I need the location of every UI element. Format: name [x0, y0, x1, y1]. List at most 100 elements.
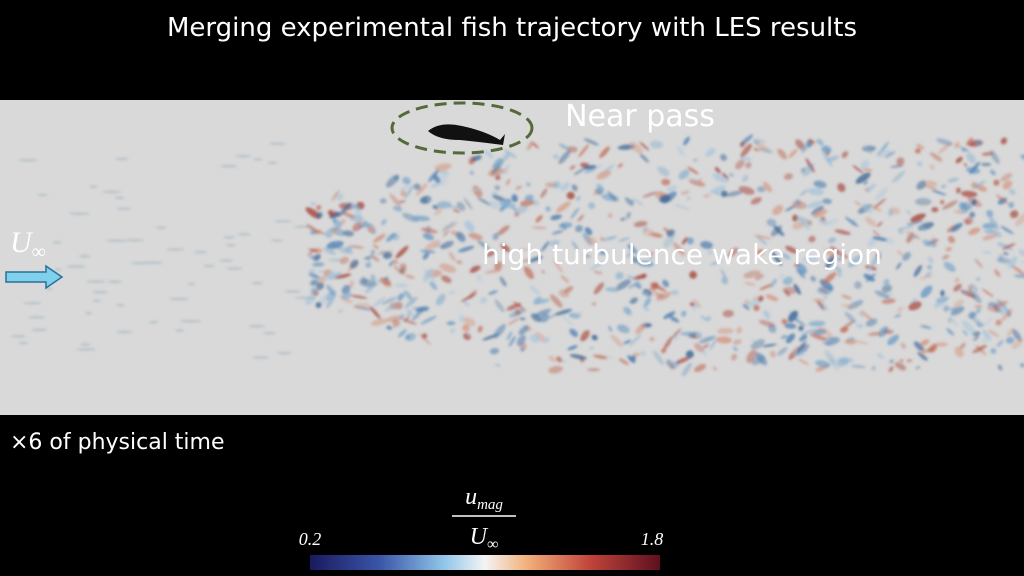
wake-streak	[996, 339, 1004, 347]
wake-streak	[610, 334, 624, 348]
colorbar	[310, 555, 660, 570]
wake-streak	[617, 324, 630, 334]
wake-streak	[884, 151, 896, 158]
wake-streak	[852, 165, 864, 174]
wake-streak	[936, 138, 953, 146]
wake-streak	[423, 268, 434, 283]
wake-streak	[982, 233, 997, 241]
wake-streak	[661, 178, 671, 186]
wake-streak	[915, 148, 921, 154]
freestream-streak	[11, 335, 26, 338]
wake-streak	[550, 214, 562, 221]
freestream-streak	[114, 196, 125, 199]
wake-streak	[740, 141, 745, 148]
wake-streak	[450, 328, 456, 334]
wake-streak	[666, 360, 676, 370]
wake-streak	[659, 194, 671, 203]
wake-field	[11, 134, 1024, 377]
wake-streak	[744, 299, 750, 305]
wake-streak	[975, 139, 983, 146]
freestream-streak	[68, 212, 90, 215]
wake-streak	[922, 184, 938, 190]
wake-streak	[950, 222, 963, 232]
wake-streak	[583, 138, 599, 146]
wake-streak	[935, 296, 949, 303]
wake-streak	[477, 240, 490, 250]
wake-streak	[327, 210, 335, 217]
freestream-streak	[37, 193, 48, 196]
wake-streak	[461, 293, 477, 303]
wake-streak	[844, 216, 859, 227]
wake-streak	[681, 362, 692, 377]
wake-streak	[990, 169, 996, 176]
wake-streak	[915, 365, 921, 370]
wake-streak	[520, 347, 525, 352]
wake-streak	[968, 311, 977, 319]
wake-streak	[989, 216, 999, 230]
wake-streak	[463, 301, 470, 307]
wake-streak	[341, 284, 351, 295]
wake-streak	[587, 368, 601, 372]
wake-streak	[394, 301, 403, 310]
wake-streak	[972, 344, 987, 354]
wake-streak	[887, 334, 900, 346]
wake-streak	[608, 325, 613, 332]
wake-streak	[455, 231, 466, 243]
wake-streak	[681, 237, 688, 245]
wake-streak	[920, 325, 932, 329]
wake-streak	[968, 227, 981, 235]
wake-streak	[1002, 243, 1016, 250]
wake-streak	[777, 347, 788, 356]
wake-streak	[367, 226, 375, 233]
wake-streak	[709, 336, 719, 351]
wake-streak	[795, 268, 806, 279]
wake-streak	[593, 354, 608, 360]
wake-streak	[750, 197, 762, 205]
wake-streak	[1000, 225, 1014, 235]
wake-streak	[899, 359, 904, 363]
wake-streak	[566, 191, 575, 200]
wake-streak	[874, 290, 890, 299]
wake-streak	[326, 240, 344, 249]
wake-streak	[630, 355, 636, 362]
wake-streak	[505, 178, 511, 186]
wake-streak	[753, 304, 760, 311]
wake-streak	[432, 205, 439, 210]
wake-streak	[973, 335, 980, 341]
wake-streak	[641, 350, 646, 357]
wake-streak	[954, 277, 960, 283]
wake-streak	[785, 333, 796, 344]
wake-streak	[882, 278, 889, 283]
wake-streak	[531, 141, 539, 149]
wake-streak	[917, 225, 927, 231]
wake-streak	[809, 333, 827, 341]
wake-streak	[497, 164, 511, 176]
wake-streak	[507, 317, 520, 326]
wake-streak	[1014, 274, 1024, 279]
wake-streak	[960, 202, 972, 211]
wake-streak	[834, 250, 849, 259]
wake-streak	[918, 274, 933, 280]
wake-streak	[412, 215, 431, 222]
freestream-streak	[92, 299, 102, 302]
wake-streak	[501, 170, 509, 175]
wake-streak	[811, 205, 824, 216]
wake-streak	[508, 309, 525, 318]
wake-streak	[345, 246, 353, 253]
wake-streak	[755, 249, 764, 256]
wake-streak	[1011, 265, 1024, 275]
wake-streak	[980, 162, 992, 167]
wake-streak	[973, 180, 986, 189]
wake-streak	[953, 283, 962, 292]
wake-streak	[1003, 251, 1009, 256]
wake-streak	[790, 316, 806, 327]
wake-streak	[727, 247, 739, 258]
wake-streak	[429, 281, 438, 290]
freestream-streak	[263, 332, 276, 335]
freestream-streak	[179, 320, 202, 323]
wake-streak	[603, 355, 614, 360]
wake-streak	[458, 314, 465, 323]
wake-streak	[402, 213, 419, 222]
wake-streak	[642, 228, 655, 237]
colorbar-max: 1.8	[641, 529, 664, 549]
